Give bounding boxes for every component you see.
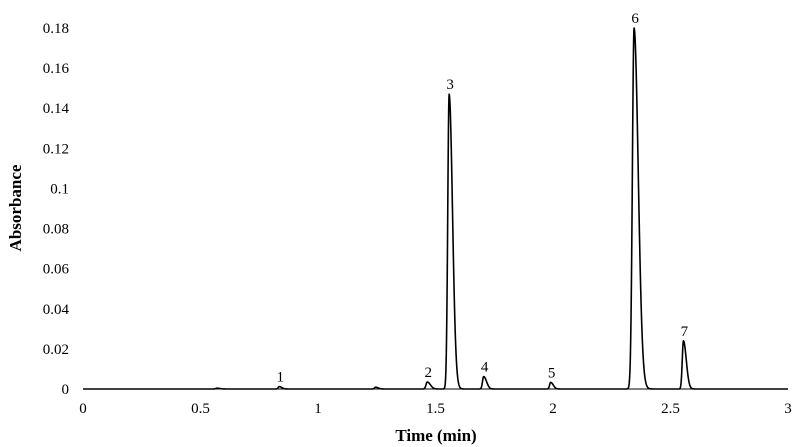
y-axis-ticks: 0 0.02 0.04 0.06 0.08 0.1 0.12 0.14 0.16 0.18 (43, 21, 70, 398)
peak-label-2: 2 (425, 365, 433, 381)
peak-label-7: 7 (681, 324, 689, 340)
x-tick-label: 1.5 (426, 401, 445, 417)
y-tick-label: 0.06 (43, 262, 70, 278)
peak-label-1: 1 (276, 370, 284, 386)
peak-label-4: 4 (481, 360, 489, 376)
x-tick-label: 0.5 (191, 401, 210, 417)
y-tick-label: 0 (62, 382, 70, 398)
absorbance-trace (82, 27, 789, 390)
y-tick-label: 0.08 (43, 222, 69, 238)
x-axis-ticks: 0 0.5 1 1.5 2 2.5 3 (79, 401, 792, 417)
y-axis-title: Absorbance (6, 164, 25, 251)
y-tick-label: 0.04 (43, 302, 70, 318)
y-tick-label: 0.1 (50, 181, 69, 197)
peak-label-6: 6 (631, 11, 639, 27)
x-tick-label: 0 (79, 401, 87, 417)
x-tick-label: 3 (784, 401, 792, 417)
peak-labels: 1 2 3 4 5 6 7 (276, 11, 688, 386)
y-tick-label: 0.12 (43, 141, 69, 157)
y-tick-label: 0.18 (43, 21, 69, 37)
peak-label-5: 5 (548, 365, 556, 381)
x-tick-label: 2 (549, 401, 557, 417)
x-axis-title: Time (min) (395, 426, 476, 445)
y-tick-label: 0.14 (43, 101, 70, 117)
y-tick-label: 0.16 (43, 61, 70, 77)
x-tick-label: 2.5 (661, 401, 680, 417)
peak-label-3: 3 (446, 77, 454, 93)
x-tick-label: 1 (314, 401, 322, 417)
y-tick-label: 0.02 (43, 342, 69, 358)
